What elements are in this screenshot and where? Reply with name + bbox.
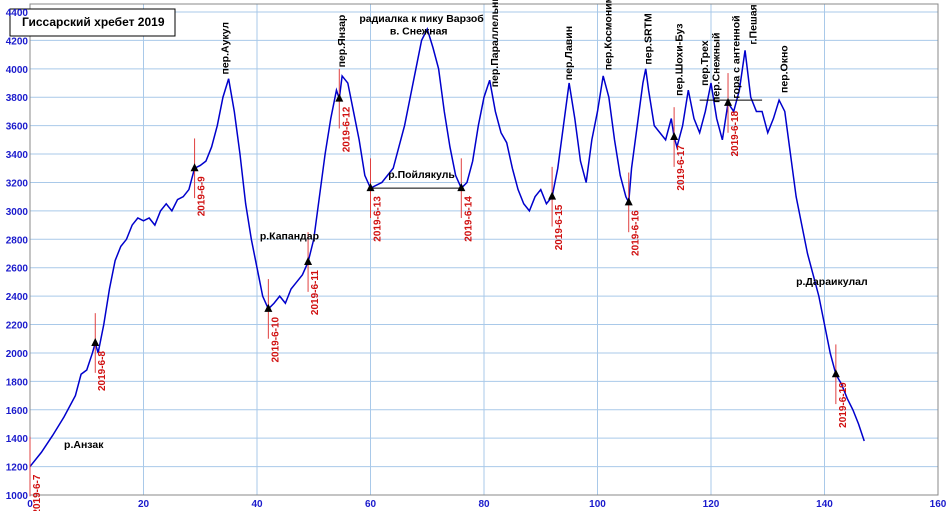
annotation: пер.Аукул [220, 22, 232, 75]
annotation: р.Капандар [260, 230, 319, 242]
annotation: пер.Снежный [711, 33, 723, 103]
y-tick-label: 2200 [6, 321, 29, 332]
marker-triangle [831, 369, 840, 378]
x-tick-label: 160 [930, 499, 947, 510]
x-tick-label: 20 [138, 499, 150, 510]
plot-frame [29, 3, 939, 496]
annotation: пер.Параллельный [489, 0, 501, 87]
annotation: радиалка к пику Варзоб [359, 13, 484, 25]
annotation: пер.SRTM [642, 13, 654, 65]
y-tick-label: 2000 [6, 349, 29, 360]
marker-triangle [264, 303, 273, 312]
annotation: р.Пойлякуль [388, 169, 455, 181]
y-tick-label: 1000 [6, 491, 29, 502]
date-label: 2019-6-18 [730, 110, 741, 156]
marker-triangle [457, 183, 466, 192]
marker-triangle [624, 197, 633, 206]
chart-title: Гиссарский хребет 2019 [22, 15, 165, 29]
date-label: 2019-6-15 [554, 204, 565, 250]
y-tick-label: 2400 [6, 292, 29, 303]
annotation: пер.Окно [779, 45, 791, 93]
marker-triangle [190, 163, 199, 172]
annotation: г.Пешая [747, 4, 759, 44]
x-tick-label: 100 [589, 499, 606, 510]
y-tick-label: 1600 [6, 406, 29, 417]
date-label: 2019-6-9 [197, 176, 208, 216]
x-tick-label: 40 [251, 499, 263, 510]
annotation: гора с антенной [730, 15, 742, 98]
y-tick-label: 4000 [6, 65, 29, 76]
date-label: 2019-6-17 [676, 145, 687, 191]
x-tick-label: 120 [703, 499, 720, 510]
annotation: пер.Шохи-Буз [674, 23, 686, 95]
x-tick-label: 60 [365, 499, 377, 510]
marker-triangle [304, 257, 313, 266]
marker-triangle [548, 191, 557, 200]
y-tick-label: 3400 [6, 150, 29, 161]
date-label: 2019-6-19 [838, 382, 849, 428]
y-tick-label: 4200 [6, 36, 29, 47]
annotation: пер.Космонимков [603, 0, 615, 70]
annotation: пер.Лавин [563, 26, 575, 80]
x-tick-label: 0 [27, 499, 33, 510]
date-label: 2019-6-10 [270, 316, 281, 362]
date-label: 2019-6-8 [97, 351, 108, 391]
y-tick-label: 3600 [6, 122, 29, 133]
x-tick-label: 80 [478, 499, 490, 510]
title-box [9, 8, 176, 37]
date-label: 2019-6-11 [310, 270, 321, 315]
date-label: 2019-6-14 [463, 196, 474, 242]
marker-triangle [366, 183, 375, 192]
marker-triangle [670, 132, 679, 141]
annotation: р.Анзак [64, 439, 104, 451]
y-tick-label: 4400 [6, 8, 29, 19]
annotation: пер.Трех [699, 40, 711, 86]
date-label: 2019-6-13 [373, 196, 384, 242]
annotation: пер.Янзар [336, 15, 348, 68]
y-tick-label: 2600 [6, 264, 29, 275]
profile-line [29, 27, 865, 468]
date-label: 2019-6-7 [32, 474, 43, 511]
y-tick-label: 2800 [6, 235, 29, 246]
annotation: в. Снежная [390, 26, 448, 38]
y-tick-label: 1200 [6, 463, 29, 474]
y-tick-label: 1400 [6, 434, 29, 445]
marker-triangle [335, 93, 344, 102]
y-tick-label: 3800 [6, 93, 29, 104]
marker-triangle [724, 97, 733, 106]
marker-triangle [91, 337, 100, 346]
date-label: 2019-6-12 [341, 106, 352, 152]
y-tick-label: 3000 [6, 207, 29, 218]
y-tick-label: 3200 [6, 178, 29, 189]
y-tick-label: 1800 [6, 377, 29, 388]
date-label: 2019-6-16 [631, 210, 642, 256]
annotation: р.Дараикулал [796, 276, 868, 288]
x-tick-label: 140 [816, 499, 833, 510]
